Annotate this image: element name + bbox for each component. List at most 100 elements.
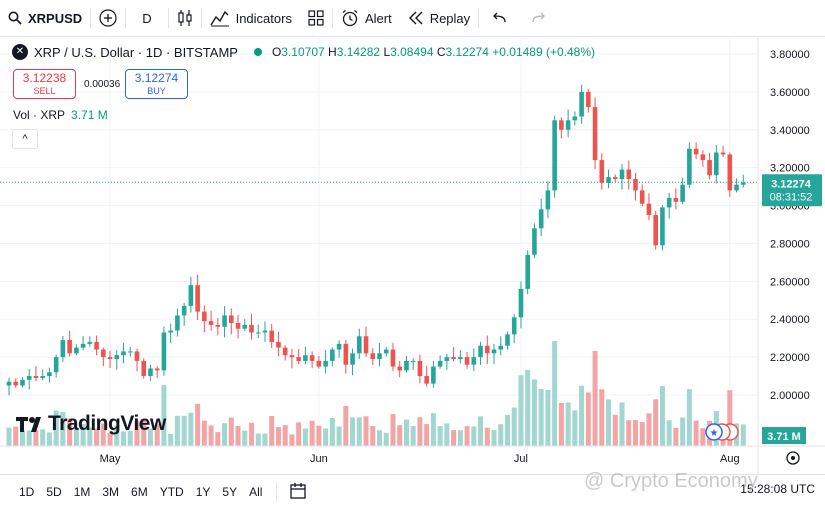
volume-bar [424, 424, 430, 446]
range-5y[interactable]: 5Y [222, 485, 238, 499]
spread-value: 0.00036 [84, 79, 121, 90]
price-tick-label: 3.60000 [770, 87, 810, 99]
volume-bar [430, 413, 436, 446]
top-toolbar: XRPUSD D Indicators Alert Replay [0, 0, 825, 37]
candle-body [60, 340, 66, 358]
candle-body [121, 351, 126, 356]
volume-bar [491, 430, 497, 446]
candle-body [484, 345, 490, 354]
volume-bar [181, 415, 187, 446]
indicators-button[interactable]: Indicators [202, 0, 300, 36]
candle-body [599, 160, 605, 183]
range-1m[interactable]: 1M [73, 485, 91, 499]
time-tick-label: Jul [514, 453, 528, 465]
candle-body [687, 148, 692, 185]
symbol-name: XRPUSD [28, 10, 83, 26]
volume-bar [323, 428, 329, 446]
volume-bar [680, 417, 686, 446]
sell-button[interactable]: 3.12238 SELL [13, 69, 76, 99]
candle-body [168, 330, 173, 333]
price-chart[interactable]: 3.800003.600003.400003.200003.000002.800… [0, 0, 825, 474]
range-1y[interactable]: 1Y [195, 485, 211, 499]
buy-label: BUY [147, 86, 166, 96]
candle-body [586, 91, 591, 108]
candle-body [101, 349, 106, 358]
events-markers[interactable]: ★ [705, 423, 739, 441]
candle-body [53, 357, 59, 373]
layouts-button[interactable] [300, 0, 332, 36]
candle-body [680, 184, 685, 202]
candle-body [491, 349, 497, 354]
volume-bar [504, 414, 510, 446]
interval-label: D [142, 10, 152, 26]
undo-button[interactable] [479, 0, 519, 36]
candle-body [464, 357, 470, 365]
candle-body [343, 343, 349, 365]
divider [276, 482, 278, 502]
price-tag-countdown: 08:31:52 [770, 191, 813, 203]
range-ytd[interactable]: YTD [159, 485, 184, 499]
redo-button[interactable] [519, 0, 559, 36]
candle-body [478, 345, 483, 358]
candle-body [458, 357, 463, 360]
candle-body [579, 91, 584, 117]
chart-settings-icon[interactable] [786, 451, 800, 465]
grid-layout-icon [308, 10, 324, 26]
candle-body [431, 366, 436, 384]
divider [125, 8, 127, 28]
candle-body [511, 317, 517, 335]
price-tick-label: 2.00000 [770, 390, 810, 402]
chart-type-button[interactable] [169, 0, 201, 36]
watermark: @ Crypto Economy [584, 470, 758, 492]
range-1d[interactable]: 1D [19, 485, 35, 499]
candle-body [565, 120, 571, 130]
interval-button[interactable]: D [126, 0, 167, 36]
volume-value: 3.71 M [71, 108, 108, 122]
alert-button[interactable]: Alert [333, 0, 400, 36]
volume-bar [363, 416, 369, 446]
candle-body [612, 177, 618, 180]
price-tick-label: 3.20000 [770, 163, 810, 175]
candle-body [397, 366, 403, 371]
date-range-button[interactable] [285, 482, 311, 503]
symbol-search[interactable]: XRPUSD [0, 0, 90, 36]
candle-body [80, 343, 86, 348]
candle-body [141, 360, 147, 377]
utc-clock[interactable]: 15:28:08 UTC [740, 482, 815, 496]
range-6m[interactable]: 6M [131, 485, 148, 499]
tradingview-logo: TradingView [16, 412, 166, 436]
candle-body [235, 323, 241, 329]
price-tag: 3.12274 08:31:52 [762, 174, 822, 207]
candle-body [269, 330, 275, 342]
volume-bar [282, 425, 288, 446]
volume-bar [585, 392, 591, 446]
time-tick-label: Jun [310, 453, 328, 465]
volume-bar [410, 426, 416, 446]
price-tick-label: 2.80000 [770, 238, 810, 250]
candle-body [127, 351, 133, 353]
volume-bar [26, 430, 32, 446]
volume-bar [13, 426, 19, 446]
range-3m[interactable]: 3M [102, 485, 120, 499]
volume-bar [659, 386, 665, 446]
volume-tag-value: 3.71 M [767, 431, 801, 443]
candle-body [20, 379, 25, 386]
volume-bar [531, 379, 537, 446]
calendar-icon [290, 482, 307, 499]
buy-button[interactable]: 3.12274 BUY [125, 69, 188, 99]
range-all[interactable]: All [249, 485, 263, 499]
candle-body [626, 169, 632, 180]
volume-bar [188, 412, 194, 446]
compare-button[interactable] [91, 0, 125, 36]
candle-body [727, 154, 733, 191]
candle-body [532, 228, 537, 255]
candle-body [707, 160, 712, 176]
volume-bar [60, 412, 66, 446]
candle-body [208, 321, 214, 325]
collapse-legend-button[interactable]: ^ [12, 129, 38, 149]
replay-button[interactable]: Replay [400, 0, 478, 36]
candle-body [262, 330, 268, 333]
range-5d[interactable]: 5D [46, 485, 62, 499]
volume-bar [700, 428, 706, 446]
symbol-logo-icon: ✕ [12, 44, 28, 60]
